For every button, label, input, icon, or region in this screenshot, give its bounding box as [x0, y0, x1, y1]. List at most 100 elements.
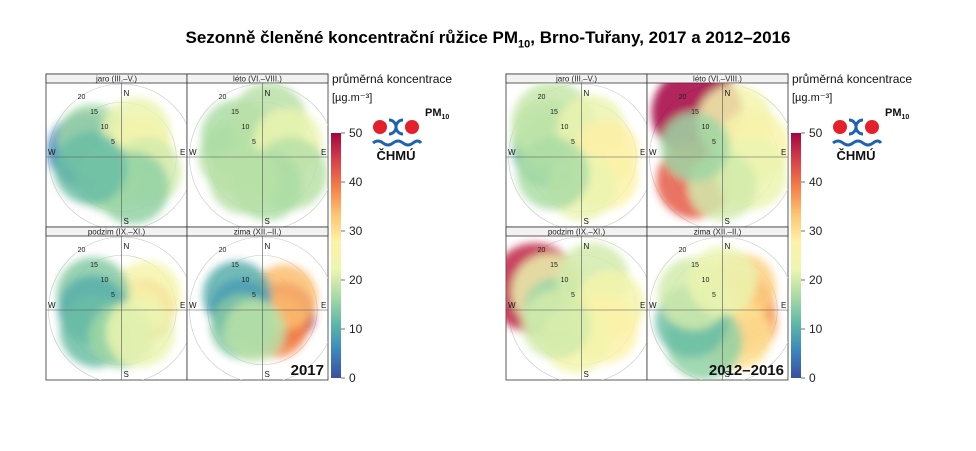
ring-label: 15 — [691, 262, 699, 269]
period-label: 2017 — [291, 362, 324, 379]
dir-n: N — [124, 89, 130, 98]
concentration-blob — [660, 112, 730, 182]
concentration-field — [198, 83, 328, 221]
colorbar-tick-label: 0 — [809, 371, 816, 385]
season-label: jaro (III.–V.) — [555, 75, 597, 84]
ring-label: 15 — [90, 109, 98, 116]
ring-label: 20 — [538, 94, 546, 101]
colorbar-tick-label: 30 — [809, 224, 823, 238]
colorbar: průměrná koncentrace [µg.m⁻³] PM10 0 10 20 30 4… — [791, 72, 912, 385]
season-rose: zima (XII.–II.) N S W E 20 15 10 5 — [186, 226, 329, 381]
dir-e: E — [781, 148, 786, 157]
concentration-field — [655, 246, 778, 380]
ring-label: 5 — [712, 139, 716, 146]
ring-label: 10 — [101, 124, 109, 131]
ring-label: 10 — [101, 277, 109, 284]
season-label: podzim (IX.–XI.) — [548, 228, 606, 237]
season-rose: zima (XII.–II.) N S W E 20 15 10 5 — [646, 226, 789, 381]
ring-label: 5 — [712, 292, 716, 299]
ring-label: 15 — [691, 109, 699, 116]
season-strip — [186, 73, 329, 84]
dir-e: E — [180, 301, 185, 310]
season-rose: jaro (III.–V.) N S W E 20 15 10 5 — [45, 73, 188, 228]
logo-red-circle — [865, 120, 879, 134]
ring-label: 15 — [90, 262, 98, 269]
concentration-field — [202, 260, 318, 362]
dir-n: N — [725, 89, 731, 98]
dir-n: N — [584, 89, 590, 98]
logo-blue-arc — [854, 118, 864, 136]
colorbar-tick-label: 0 — [349, 371, 356, 385]
dir-w: W — [189, 148, 197, 157]
ring-label: 5 — [111, 292, 115, 299]
season-label: léto (VI.–VIII.) — [233, 75, 282, 84]
colorbar-tick-label: 40 — [349, 175, 363, 189]
ring-label: 15 — [550, 262, 558, 269]
ring-label: 10 — [242, 124, 250, 131]
dir-e: E — [321, 301, 326, 310]
chmu-logo: ČHMÚ — [832, 118, 883, 163]
chart-title: Sezonně členěné koncentrační růžice PM10… — [185, 28, 791, 51]
ring-label: 20 — [538, 247, 546, 254]
dir-w: W — [508, 301, 516, 310]
dir-e: E — [321, 148, 326, 157]
season-strip — [186, 226, 329, 237]
dir-e: E — [640, 148, 645, 157]
colorbar-tick-label: 40 — [809, 175, 823, 189]
chmu-logo: ČHMÚ — [372, 118, 423, 163]
rose-plot — [506, 83, 647, 227]
colorbar-unit: [µg.m⁻³] — [792, 92, 832, 104]
pollutant-sub: 10 — [442, 114, 450, 121]
colorbar-title: průměrná koncentrace — [332, 72, 452, 86]
season-label: zima (XII.–II.) — [234, 228, 282, 237]
ring-label: 10 — [561, 277, 569, 284]
ring-label: 5 — [252, 292, 256, 299]
season-label: zima (XII.–II.) — [694, 228, 742, 237]
season-rose: léto (VI.–VIII.) N S W E 20 15 10 5 — [646, 73, 789, 228]
rose-plot — [506, 236, 647, 380]
concentration-field — [511, 83, 640, 221]
dir-w: W — [48, 301, 56, 310]
pollutant-label: PM10 — [425, 107, 449, 121]
colorbar-tick-label: 10 — [809, 322, 823, 336]
colorbar-title: průměrná koncentrace — [792, 72, 912, 86]
dir-s: S — [584, 217, 589, 226]
ring-label: 5 — [111, 139, 115, 146]
concentration-blob — [54, 131, 127, 205]
rose-plot — [46, 83, 187, 227]
logo-wave — [372, 139, 423, 147]
ring-label: 20 — [679, 94, 687, 101]
dir-n: N — [725, 242, 731, 251]
dir-w: W — [48, 148, 56, 157]
ring-label: 15 — [550, 109, 558, 116]
ring-label: 10 — [702, 277, 710, 284]
logo-blue-arc — [394, 118, 404, 136]
ring-label: 5 — [571, 139, 575, 146]
colorbar-tick-label: 50 — [809, 126, 823, 140]
dir-w: W — [649, 301, 657, 310]
season-strip — [646, 226, 789, 237]
dir-e: E — [640, 301, 645, 310]
ring-label: 20 — [219, 247, 227, 254]
dir-e: E — [781, 301, 786, 310]
colorbar-tick-label: 10 — [349, 322, 363, 336]
rose-plot — [187, 83, 328, 227]
logo-text: ČHMÚ — [837, 148, 876, 163]
rose-plot — [647, 236, 788, 380]
ring-label: 20 — [78, 247, 86, 254]
ring-label: 5 — [571, 292, 575, 299]
dir-n: N — [265, 89, 271, 98]
concentration-field — [56, 257, 182, 369]
colorbar-tick-label: 20 — [349, 273, 363, 287]
colorbar-tick-label: 20 — [809, 273, 823, 287]
ring-label: 15 — [231, 109, 239, 116]
ring-label: 20 — [219, 94, 227, 101]
ring-label: 15 — [231, 262, 239, 269]
dir-n: N — [584, 242, 590, 251]
dir-w: W — [189, 301, 197, 310]
dir-s: S — [584, 370, 589, 379]
colorbar-tick-label: 30 — [349, 224, 363, 238]
rose-plot — [647, 83, 788, 227]
colorbar-gradient — [331, 133, 341, 378]
